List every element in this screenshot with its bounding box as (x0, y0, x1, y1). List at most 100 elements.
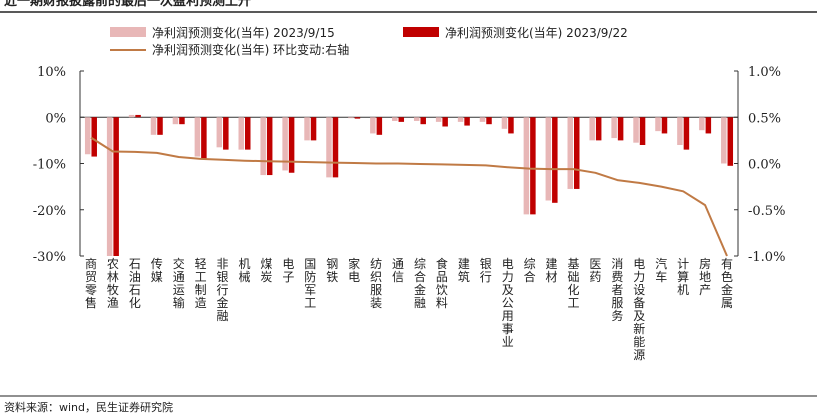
bar-series-2 (442, 117, 448, 127)
left-tick-label: 10% (37, 65, 66, 80)
bar-series-1 (589, 117, 595, 141)
axes: 10% 0% -10% -20% -30% 1.0% 0.5% 0.0% -0.5% -1.0% (33, 65, 786, 265)
bar-series-1 (523, 117, 530, 215)
bar-series-2 (245, 117, 251, 150)
x-tick-label: 交通运输 (173, 256, 185, 310)
x-tick-label: 家电 (348, 256, 360, 284)
bar-series-1 (633, 117, 639, 143)
x-tick-label: 建材 (546, 257, 558, 284)
bar-series-2 (530, 117, 536, 215)
bar-series-1 (326, 117, 332, 178)
bar-series-2 (683, 117, 690, 150)
bar-series-2 (464, 117, 470, 126)
bar-series-1 (567, 117, 573, 189)
bar-series-1 (260, 117, 266, 176)
bar-series-1 (413, 117, 420, 121)
bar-series-1 (84, 117, 91, 155)
left-tick-label: -20% (33, 204, 66, 219)
x-tick-label: 机械 (238, 257, 250, 284)
bar-series-2 (661, 117, 668, 134)
x-tick-label: 农林牧渔 (107, 257, 119, 310)
bar-series-1 (435, 117, 442, 122)
left-tick-label: 0% (45, 111, 66, 126)
x-tick-label: 石油石化 (129, 257, 141, 310)
legend-swatch-series-2 (403, 27, 439, 37)
legend-swatch-series-1 (110, 27, 146, 37)
bar-series-1 (128, 114, 135, 118)
bar-series-2 (486, 117, 492, 125)
bar-series-1 (282, 117, 288, 171)
bar-series-1 (479, 117, 486, 122)
bar-series-2 (113, 117, 119, 256)
bar-series-2 (398, 117, 405, 122)
bar-series-1 (172, 117, 179, 125)
change-line (90, 136, 728, 257)
bar-series-2 (354, 117, 361, 119)
bar-series-1 (238, 117, 244, 150)
bar-series-1 (721, 117, 727, 164)
bar-series-1 (216, 117, 223, 148)
x-tick-label: 食品饮料 (436, 256, 448, 310)
x-tick-label: 国防军工 (304, 257, 316, 310)
x-tick-label: 银行 (480, 257, 492, 284)
bar-series-2 (376, 117, 383, 135)
bar-series-2 (223, 117, 229, 150)
bar-series-2 (332, 117, 339, 178)
bar-series-1 (655, 117, 661, 132)
right-tick-label: -0.5% (748, 204, 785, 219)
bar-series-1 (106, 117, 113, 256)
legend-label-series-1: 净利润预测变化(当年) 2023/9/15 (152, 25, 335, 40)
bar-series-2 (574, 117, 580, 189)
line-series-3 (90, 136, 728, 257)
bar-series-2 (201, 117, 207, 159)
bar-series-2 (508, 117, 514, 134)
x-tick-label: 综合 (524, 257, 536, 284)
source-note: 资料来源：wind，民生证券研究院 (4, 400, 173, 414)
left-tick-label: -10% (33, 158, 66, 173)
x-tick-label: 钢铁 (326, 257, 338, 284)
bar-series-2 (705, 117, 712, 134)
bar-series-2 (552, 117, 558, 203)
bar-series-2 (157, 117, 163, 135)
right-tick-label: 0.5% (748, 111, 781, 126)
legend-label-series-2: 净利润预测变化(当年) 2023/9/22 (445, 25, 628, 40)
bar-series-1 (677, 117, 683, 145)
bar-series-2 (617, 117, 624, 141)
bar-series-1 (457, 117, 464, 122)
bar-series-2 (135, 114, 141, 118)
x-tick-label: 消费者服务 (611, 257, 623, 323)
legend-label-series-3: 净利润预测变化(当年) 环比变动:右轴 (152, 42, 349, 57)
bar-series-1 (392, 117, 398, 121)
x-tick-label: 通信 (392, 257, 404, 284)
x-tick-label: 医药 (589, 257, 601, 284)
bar-series-1 (545, 117, 552, 201)
bar-series-2 (179, 117, 185, 125)
bar-series-2 (266, 117, 273, 176)
x-tick-label: 计算机 (677, 257, 689, 297)
bar-series-2 (420, 117, 426, 125)
x-tick-label: 电力设备及新能源 (633, 257, 645, 362)
chart-title: 近一期财报披露前的最后一次盈利预测上升 (4, 0, 251, 9)
x-tick-label: 建筑 (458, 257, 470, 284)
bar-series-2 (91, 117, 97, 157)
bar-series-2 (288, 117, 295, 173)
left-tick-label: -30% (33, 250, 66, 265)
x-tick-label: 商贸零售 (85, 256, 97, 310)
x-tick-label: 电子 (282, 257, 294, 284)
right-tick-label: -1.0% (748, 250, 785, 265)
bars (84, 114, 734, 256)
bar-series-1 (348, 117, 354, 119)
x-tick-label: 电力及公用事业 (502, 257, 514, 349)
bar-series-2 (310, 117, 317, 141)
right-tick-label: 0.0% (748, 158, 781, 173)
x-tick-label: 纺织服装 (370, 257, 382, 310)
bar-series-2 (727, 117, 734, 166)
x-tick-label: 传媒 (151, 256, 163, 284)
bar-series-1 (304, 117, 310, 141)
bar-series-1 (501, 117, 508, 129)
x-tick-label: 综合金融 (414, 257, 426, 310)
bar-series-2 (595, 117, 602, 141)
bar-series-1 (699, 117, 705, 131)
x-tick-label: 非银行金融 (217, 257, 229, 323)
